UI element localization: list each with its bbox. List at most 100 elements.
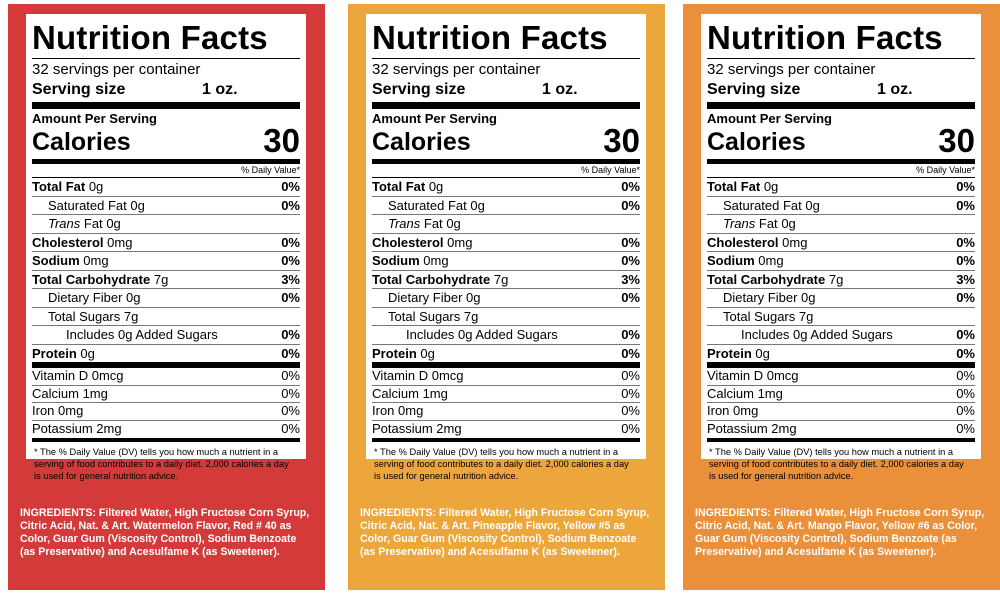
vitamin-row: Potassium 2mg 0% <box>372 421 640 438</box>
nutrient-name: Dietary Fiber <box>723 290 798 305</box>
nutrition-panel: Nutrition Facts 32 servings per containe… <box>8 4 325 590</box>
nutrient-name: Trans <box>723 216 756 231</box>
vitamin-row: Potassium 2mg 0% <box>32 421 300 438</box>
thick-divider <box>32 362 300 368</box>
nutrient-amount: 0mg <box>447 234 473 250</box>
nutrition-panel: Nutrition Facts 32 servings per containe… <box>348 4 665 590</box>
serving-size-label: Serving size <box>32 81 126 98</box>
nutrient-name: Protein <box>707 345 752 361</box>
daily-value-footnote: * The % Daily Value (DV) tells you how m… <box>374 447 629 481</box>
amount-per-serving: Amount Per Serving <box>707 111 832 126</box>
vitamin-row: Potassium 2mg 0% <box>707 421 975 438</box>
nutrient-amount: 7g <box>463 308 479 324</box>
nutrient-text: Includes 0g Added Sugars <box>741 327 893 342</box>
vitamin-text: Calcium 1mg <box>372 385 448 401</box>
nutrient-amount: 7g <box>123 308 139 324</box>
vitamin-row: Iron 0mg 0% <box>372 403 640 421</box>
ingredients-text: INGREDIENTS: Filtered Water, High Fructo… <box>20 507 310 558</box>
amount-per-serving: Amount Per Serving <box>32 111 157 126</box>
nutrient-name: Total Sugars <box>723 308 796 324</box>
saturated-fat-row: Saturated Fat 0g 0% <box>372 197 640 215</box>
nutrient-dv: 0% <box>621 234 640 250</box>
vitamin-text: Vitamin D 0mcg <box>372 368 464 383</box>
added-sugars-row: Includes 0g Added Sugars 0% <box>707 326 975 345</box>
nutrient-name: Total Fat <box>372 179 426 194</box>
nutrient-amount: 7g <box>828 271 844 287</box>
nutrient-name-suffix: Fat <box>758 216 778 231</box>
nutrient-name: Total Sugars <box>388 308 461 324</box>
thick-divider <box>372 102 640 109</box>
nutrient-amount: 0g <box>781 216 796 231</box>
calories-value: 30 <box>263 122 300 159</box>
vitamin-text: Potassium 2mg <box>32 420 122 436</box>
vitamin-dv: 0% <box>281 403 300 418</box>
vitamin-row: Vitamin D 0mcg 0% <box>707 368 975 386</box>
total-carbohydrate-row: Total Carbohydrate 7g 3% <box>32 271 300 289</box>
nutrient-name-suffix: Fat <box>423 216 443 231</box>
total-fat-row: Total Fat 0g 0% <box>707 178 975 197</box>
serving-size-row: Serving size 1 oz. <box>707 79 975 101</box>
nutrient-amount: 0g <box>428 179 444 194</box>
divider <box>32 58 300 59</box>
ingredients-text: INGREDIENTS: Filtered Water, High Fructo… <box>360 507 650 558</box>
divider <box>372 58 640 59</box>
calories-label: Calories <box>32 128 131 156</box>
nutrient-amount: 0g <box>466 290 481 305</box>
nutrient-name: Protein <box>32 345 77 361</box>
total-sugars-row: Total Sugars 7g <box>372 308 640 326</box>
dietary-fiber-row: Dietary Fiber 0g 0% <box>32 289 300 308</box>
vitamin-dv: 0% <box>956 385 975 401</box>
nutrient-dv: 0% <box>956 253 975 268</box>
nutrient-dv: 3% <box>956 271 975 287</box>
nutrient-name: Total Fat <box>707 179 761 194</box>
total-carbohydrate-row: Total Carbohydrate 7g 3% <box>372 271 640 289</box>
sodium-row: Sodium 0mg 0% <box>32 252 300 271</box>
nutrient-amount: 0g <box>88 179 104 194</box>
nutrient-name: Protein <box>372 345 417 361</box>
cholesterol-row: Cholesterol 0mg 0% <box>372 234 640 252</box>
daily-value-header: % Daily Value* <box>372 164 640 178</box>
vitamin-row: Vitamin D 0mcg 0% <box>372 368 640 386</box>
nutrient-amount: 0mg <box>83 253 109 268</box>
calories-row: Calories 30 <box>372 122 640 159</box>
nutrition-panel: Nutrition Facts 32 servings per containe… <box>683 4 1000 590</box>
thick-divider <box>707 362 975 368</box>
protein-row: Protein 0g 0% <box>707 345 975 363</box>
nutrient-amount: 7g <box>153 271 169 287</box>
nutrient-amount: 0g <box>126 290 141 305</box>
nutrient-name: Trans <box>48 216 81 231</box>
label-title: Nutrition Facts <box>707 19 943 56</box>
sodium-row: Sodium 0mg 0% <box>707 252 975 271</box>
nutrient-name: Total Carbohydrate <box>32 271 151 287</box>
medium-divider <box>372 438 640 442</box>
nutrient-dv: 0% <box>956 234 975 250</box>
nutrient-amount: 7g <box>798 308 814 324</box>
daily-value-header: % Daily Value* <box>32 164 300 178</box>
total-sugars-row: Total Sugars 7g <box>707 308 975 326</box>
daily-value-header: % Daily Value* <box>707 164 975 178</box>
calories-value: 30 <box>603 122 640 159</box>
amount-per-serving: Amount Per Serving <box>372 111 497 126</box>
vitamin-row: Calcium 1mg 0% <box>707 385 975 403</box>
vitamin-dv: 0% <box>621 403 640 418</box>
thick-divider <box>32 102 300 109</box>
calories-row: Calories 30 <box>707 124 975 157</box>
nutrient-name: Total Carbohydrate <box>372 271 491 287</box>
nutrient-name: Dietary Fiber <box>48 290 123 305</box>
vitamin-dv: 0% <box>621 368 640 383</box>
nutrient-amount: 7g <box>493 271 509 287</box>
calories-label: Calories <box>372 128 471 156</box>
vitamin-text: Iron 0mg <box>372 403 424 418</box>
vitamin-text: Vitamin D 0mcg <box>707 368 799 383</box>
nutrient-dv: 0% <box>956 197 975 213</box>
vitamin-text: Vitamin D 0mcg <box>32 368 124 383</box>
nutrition-facts-label: Nutrition Facts 32 servings per containe… <box>701 14 981 481</box>
nutrient-amount: 0g <box>130 197 145 213</box>
nutrient-text: Includes 0g Added Sugars <box>66 327 218 342</box>
nutrient-dv: 0% <box>956 345 975 361</box>
nutrient-amount: 0g <box>801 290 816 305</box>
nutrient-name: Trans <box>388 216 421 231</box>
nutrient-dv: 0% <box>621 327 640 342</box>
protein-row: Protein 0g 0% <box>32 345 300 363</box>
nutrient-amount: 0g <box>805 197 820 213</box>
